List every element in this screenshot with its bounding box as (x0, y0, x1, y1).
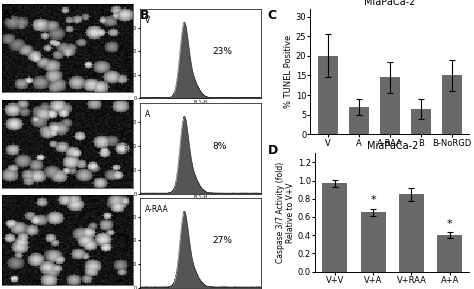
Text: C: C (268, 9, 277, 22)
Bar (322, 183, 347, 272)
Text: 8%: 8% (212, 142, 227, 151)
Bar (438, 235, 462, 272)
Text: V: V (145, 16, 150, 25)
Bar (399, 194, 424, 272)
Title: MiaPaCa-2: MiaPaCa-2 (366, 141, 418, 151)
Bar (349, 107, 369, 134)
Text: V: V (64, 99, 71, 109)
Y-axis label: % TUNEL Positive: % TUNEL Positive (284, 35, 293, 108)
Bar (318, 56, 338, 134)
Text: A-RAA: A-RAA (145, 205, 168, 214)
Y-axis label: Counts: Counts (124, 45, 129, 62)
Text: B: B (140, 9, 149, 22)
Text: A: A (2, 9, 12, 22)
Text: *: * (447, 219, 453, 229)
Title: MiaPaCa-2: MiaPaCa-2 (364, 0, 416, 7)
Text: *: * (370, 195, 376, 205)
Text: A: A (64, 195, 71, 204)
Bar (442, 75, 462, 134)
Bar (411, 109, 431, 134)
Y-axis label: Counts: Counts (124, 140, 129, 157)
Text: 23%: 23% (212, 47, 232, 56)
X-axis label: FL1-H: FL1-H (193, 100, 207, 105)
Bar (380, 77, 400, 134)
Bar (361, 212, 385, 272)
Text: 27%: 27% (212, 236, 232, 245)
X-axis label: FL1-H: FL1-H (193, 195, 207, 200)
Y-axis label: Caspase 3/7 Activity (fold)
Relative to V+V: Caspase 3/7 Activity (fold) Relative to … (275, 162, 295, 263)
Text: A: A (145, 110, 150, 119)
Y-axis label: Counts: Counts (124, 234, 129, 251)
Text: D: D (268, 144, 278, 158)
